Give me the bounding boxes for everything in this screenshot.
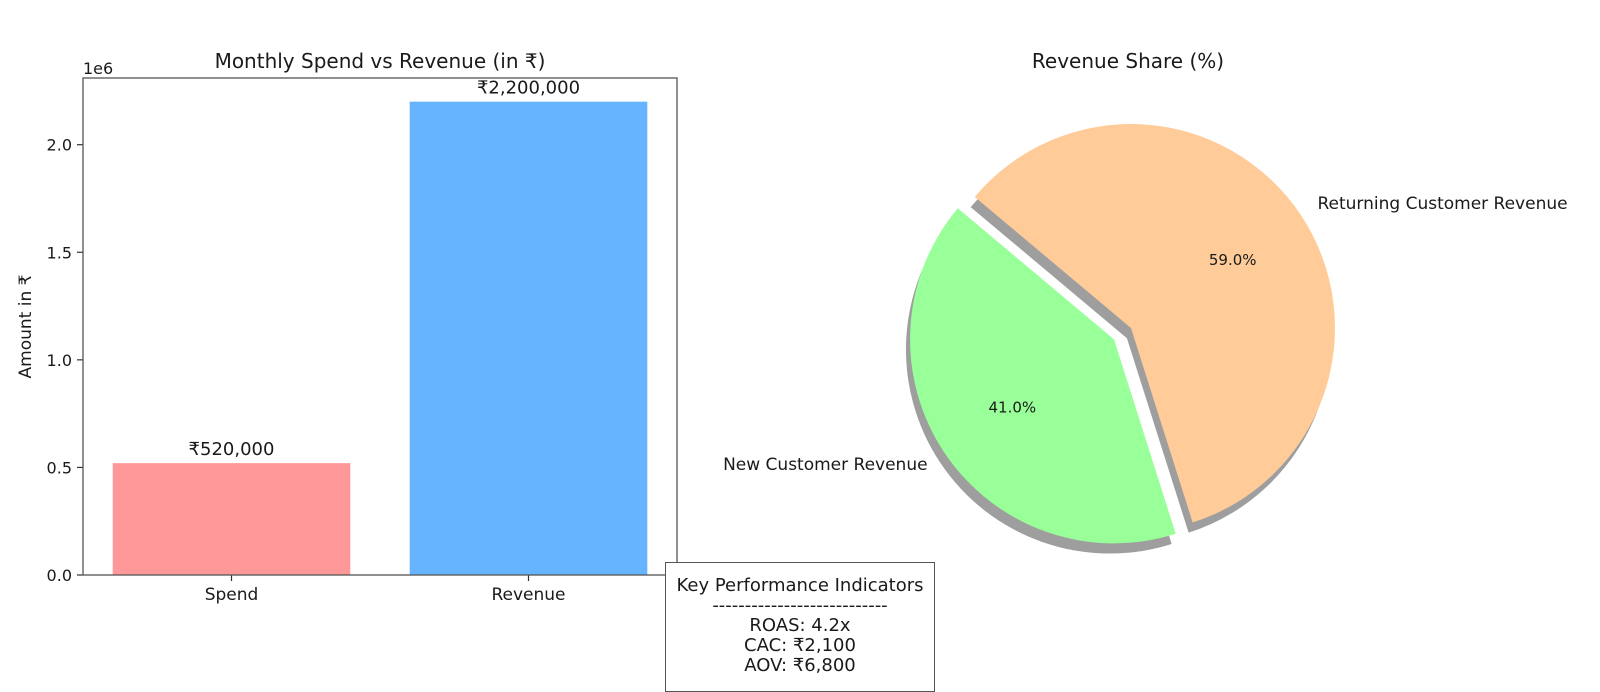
bar-chart-title: Monthly Spend vs Revenue (in ₹) bbox=[215, 49, 546, 73]
y-tick-label: 0.5 bbox=[47, 458, 72, 477]
kpi-box: Key Performance Indicators -------------… bbox=[665, 562, 935, 692]
bar-chart: Monthly Spend vs Revenue (in ₹) 1e6 Amou… bbox=[16, 49, 677, 605]
y-tick-label: 1.0 bbox=[47, 351, 72, 370]
pie-chart-title: Revenue Share (%) bbox=[1032, 49, 1224, 73]
x-tick-label: Revenue bbox=[491, 585, 565, 605]
y-tick-label: 2.0 bbox=[47, 136, 72, 155]
pie-slice-label: Returning Customer Revenue bbox=[1317, 194, 1567, 214]
y-axis-ticks: 0.0 0.5 1.0 1.5 2.0 bbox=[47, 136, 83, 585]
pie-pct-label: 41.0% bbox=[989, 398, 1037, 416]
kpi-cac: CAC: ₹2,100 bbox=[666, 636, 934, 656]
kpi-aov: AOV: ₹6,800 bbox=[666, 656, 934, 676]
y-tick-label: 0.0 bbox=[47, 566, 72, 585]
x-tick-label: Spend bbox=[205, 585, 259, 605]
bar-spend bbox=[113, 463, 351, 575]
pie-pct-label: 59.0% bbox=[1209, 251, 1257, 269]
y-axis-label: Amount in ₹ bbox=[16, 275, 36, 379]
bar-data-label: ₹2,200,000 bbox=[477, 78, 580, 99]
pie-chart: Revenue Share (%) 41.0% New Customer Reve… bbox=[723, 49, 1568, 554]
bar-data-label: ₹520,000 bbox=[189, 439, 275, 460]
bar-revenue bbox=[410, 102, 648, 575]
kpi-title: Key Performance Indicators bbox=[666, 576, 934, 596]
kpi-roas: ROAS: 4.2x bbox=[666, 616, 934, 636]
pie-slice-label: New Customer Revenue bbox=[723, 455, 928, 475]
kpi-divider: --------------------------- bbox=[666, 596, 934, 616]
y-axis-offset-label: 1e6 bbox=[83, 59, 113, 78]
y-tick-label: 1.5 bbox=[47, 243, 72, 262]
x-axis-ticks: Spend Revenue bbox=[205, 575, 566, 605]
bar-series: ₹520,000 ₹2,200,000 bbox=[113, 78, 648, 575]
